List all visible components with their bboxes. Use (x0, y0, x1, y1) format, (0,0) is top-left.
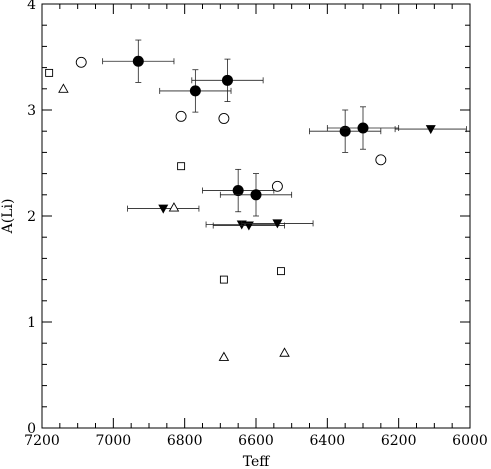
data-point-filled-circle (357, 122, 369, 134)
y-tick-label: 0 (27, 421, 36, 437)
data-point-filled-circle (250, 189, 262, 201)
data-point-open-triangle (168, 202, 180, 212)
y-tick-label: 1 (27, 315, 36, 331)
y-axis-title: A(Li) (0, 199, 16, 235)
data-point-filled-triangle-down (158, 204, 169, 214)
x-tick-label: 6200 (381, 433, 417, 449)
y-tick-label: 4 (27, 0, 36, 13)
axis-ticks (41, 3, 471, 429)
data-point-filled-circle (339, 125, 351, 137)
y-tick-label: 3 (27, 103, 36, 119)
data-point-filled-circle (132, 55, 144, 67)
data-point-filled-triangle-down (272, 219, 283, 229)
data-point-open-square (177, 162, 186, 171)
data-point-open-square (45, 68, 54, 77)
x-tick-label: 6000 (452, 433, 488, 449)
data-point-filled-triangle-down (425, 125, 436, 135)
data-point-open-circle (75, 56, 87, 68)
data-point-open-square (277, 267, 285, 276)
x-tick-label: 6400 (310, 433, 346, 449)
data-point-open-circle (375, 154, 387, 166)
data-point-open-triangle (58, 83, 69, 93)
data-marks (45, 39, 467, 361)
data-point-open-circle (175, 110, 187, 122)
tick-labels: 7200 7000 6800 6600 6400 6200 6000 0 1 2 3 4 (24, 0, 488, 449)
y-tick-label: 2 (27, 209, 36, 225)
data-point-open-triangle (218, 351, 230, 361)
x-tick-label: 7000 (96, 433, 132, 449)
data-point-open-square (219, 275, 228, 284)
x-tick-label: 6800 (167, 433, 203, 449)
data-point-filled-circle (232, 185, 244, 197)
x-tick-label: 7200 (24, 433, 60, 449)
x-tick-label: 6600 (238, 433, 274, 449)
data-point-filled-circle (189, 85, 201, 97)
data-point-filled-circle (221, 74, 233, 86)
data-point-open-circle (271, 180, 283, 192)
x-axis-title: Teff (243, 454, 271, 469)
data-point-open-triangle (279, 347, 290, 357)
data-point-filled-triangle-down (243, 221, 254, 231)
data-point-open-circle (218, 113, 230, 124)
